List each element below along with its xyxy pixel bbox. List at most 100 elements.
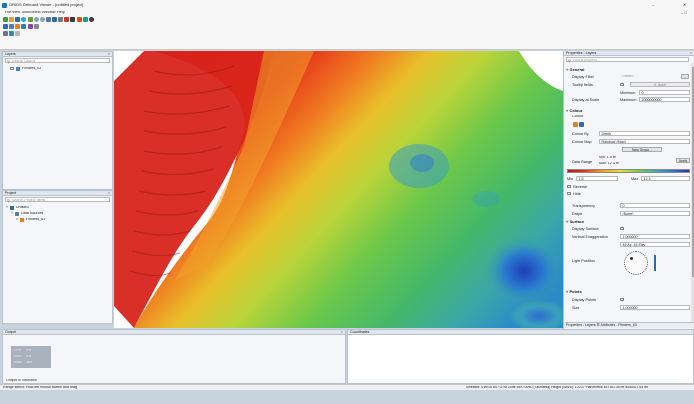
arrow-icon[interactable] (3, 24, 8, 29)
table-icon[interactable] (34, 24, 39, 29)
pencil-icon[interactable] (9, 31, 14, 36)
surface-section-header[interactable]: ˅ Surface (566, 219, 584, 224)
settings-icon[interactable] (89, 17, 94, 22)
open-icon[interactable] (9, 17, 14, 22)
zoom-in-icon[interactable] (34, 17, 39, 22)
profile-icon[interactable] (77, 17, 82, 22)
layer-add-icon[interactable] (28, 17, 33, 22)
drape-select[interactable]: (None) (620, 211, 690, 216)
colour-grid-icon[interactable] (579, 122, 584, 127)
hide-label: Hide (573, 192, 581, 196)
layers-close-icon[interactable]: × (108, 52, 110, 56)
general-section-header[interactable]: ˅ General (566, 67, 584, 72)
display-filter-field[interactable]: <none> (620, 74, 678, 79)
menu-tools[interactable]: Tools (21, 11, 30, 15)
transparency-field[interactable]: 0 (620, 203, 690, 208)
menu-view[interactable]: View (12, 11, 20, 15)
display-points-row: Display Points (564, 296, 691, 303)
size-label: Size (572, 306, 579, 310)
graph-icon[interactable] (83, 17, 88, 22)
output-tabs[interactable]: Output ☰ Selection (6, 379, 37, 383)
min-field[interactable]: 1.5 (576, 176, 618, 181)
menu-help[interactable]: Help (57, 11, 65, 15)
zoom-extent-icon[interactable] (46, 17, 51, 22)
colour-map-select[interactable]: Rainbow (Map) (599, 139, 690, 144)
minimum-field[interactable]: 0 (639, 90, 690, 95)
tooltip-fields-checkbox[interactable] (620, 83, 624, 87)
raster-file-icon (20, 218, 24, 222)
hide-checkbox[interactable] (567, 192, 571, 196)
expand-chevron-icon[interactable]: ˃ (16, 217, 18, 221)
expand-chevron-icon[interactable]: ˅ (6, 205, 8, 209)
resource-monitor: CPU 3% GPU 1% RAM 363 (11, 346, 51, 368)
layers-panel: Layers × ⚲ Search Layers Flinders_63 (2, 51, 113, 190)
vertical-exaggeration-field[interactable]: 1.000000 (620, 234, 690, 239)
vertical-exaggeration-row: Vertical Exaggeration 1.000000 (564, 233, 691, 240)
close-window-button[interactable]: ✕ (683, 2, 686, 7)
layer-item[interactable]: Flinders_63 (7, 66, 87, 71)
menu-window[interactable]: Window (42, 11, 56, 15)
map-view[interactable] (114, 51, 563, 328)
new-group-button[interactable]: New Group... (622, 147, 662, 152)
tooltip-fields-select[interactable]: (1 fixed) (630, 82, 690, 87)
points-section-header[interactable]: ˅ Points (566, 289, 582, 294)
gpu-value: 1% (26, 355, 31, 359)
light-elevation-slider[interactable] (654, 255, 656, 271)
select-icon[interactable] (52, 17, 57, 22)
app-logo-icon (2, 3, 7, 8)
display-points-checkbox[interactable] (620, 298, 624, 302)
edit-icon[interactable] (3, 31, 8, 36)
size-field[interactable]: 1.000000 (620, 305, 690, 310)
project-close-icon[interactable]: × (108, 191, 110, 195)
grid-icon[interactable] (9, 24, 14, 29)
rotate-icon[interactable] (64, 17, 69, 22)
tree-flinders-label: Flinders_63 (26, 218, 45, 222)
maximum-field[interactable]: 2000000000 (639, 97, 690, 102)
reverse-checkbox[interactable] (567, 185, 571, 189)
max-field[interactable]: 12.3 (641, 176, 690, 181)
chart-icon[interactable] (28, 24, 33, 29)
tree-item-data-sources[interactable]: ˅ Data Sources (11, 211, 91, 216)
menu-file[interactable]: File (5, 11, 11, 15)
colour-ramp-bar[interactable] (567, 169, 690, 173)
layer-visibility-checkbox[interactable] (10, 67, 14, 71)
light-position-dial[interactable] (624, 251, 648, 275)
colour-section-header[interactable]: ˅ Colour (566, 108, 582, 113)
project-search-input[interactable]: ⚲ Search Project Items (5, 197, 110, 202)
tree-item-flinders[interactable]: ˃ Flinders_63 (16, 217, 96, 222)
new-layer-icon[interactable] (3, 17, 8, 22)
tree-data-sources-label: Data Sources (21, 212, 43, 216)
filter-edit-button[interactable]: ... (681, 74, 689, 79)
colour-by-select[interactable]: Depth (599, 131, 690, 136)
colour-palette-icon[interactable] (573, 122, 578, 127)
minimize-button[interactable]: – (652, 2, 654, 7)
output-close-icon[interactable]: × (341, 330, 343, 334)
properties-title: Properties - Layers (566, 51, 596, 55)
bathymetry-surface[interactable] (114, 51, 563, 328)
properties-footer-tabs[interactable]: Properties - Layers ☰ Attributes - Flind… (565, 322, 694, 328)
display-surface-checkbox[interactable] (620, 227, 624, 231)
scrollbar-thumb[interactable] (692, 67, 694, 277)
properties-close-icon[interactable]: × (690, 51, 692, 55)
eraser-icon[interactable] (15, 31, 20, 36)
light-position-row: Light Position (564, 249, 691, 279)
layers-search-input[interactable]: ⚲ Search Layers (5, 58, 110, 63)
apply-button[interactable]: Apply (676, 158, 690, 163)
colour-by-row: Colour By Depth (564, 130, 691, 137)
pan-icon[interactable] (58, 17, 63, 22)
menu-select[interactable]: Select (30, 11, 41, 15)
window-title: GRIDS Onboard Viewer - [untitled project… (9, 3, 83, 7)
property-search-input[interactable]: ⚲ Find a property (566, 57, 689, 62)
zoom-out-icon[interactable] (40, 17, 45, 22)
expand-chevron-icon[interactable]: ˅ (11, 211, 13, 215)
tree-item-root[interactable]: ˅ Untitled (6, 205, 86, 210)
globe-icon[interactable] (21, 17, 26, 22)
azimuth-elevation-field[interactable]: 45 Az, 45 Elev (620, 242, 690, 247)
link-icon[interactable] (21, 24, 26, 29)
restore-icon[interactable]: – □ (681, 10, 687, 15)
points-section-title: Points (569, 289, 581, 294)
measure-icon[interactable] (70, 17, 75, 22)
filter-icon[interactable] (15, 24, 20, 29)
display-scale-row: Display at Scale Maximum 2000000000 (564, 96, 691, 103)
save-icon[interactable] (15, 17, 20, 22)
